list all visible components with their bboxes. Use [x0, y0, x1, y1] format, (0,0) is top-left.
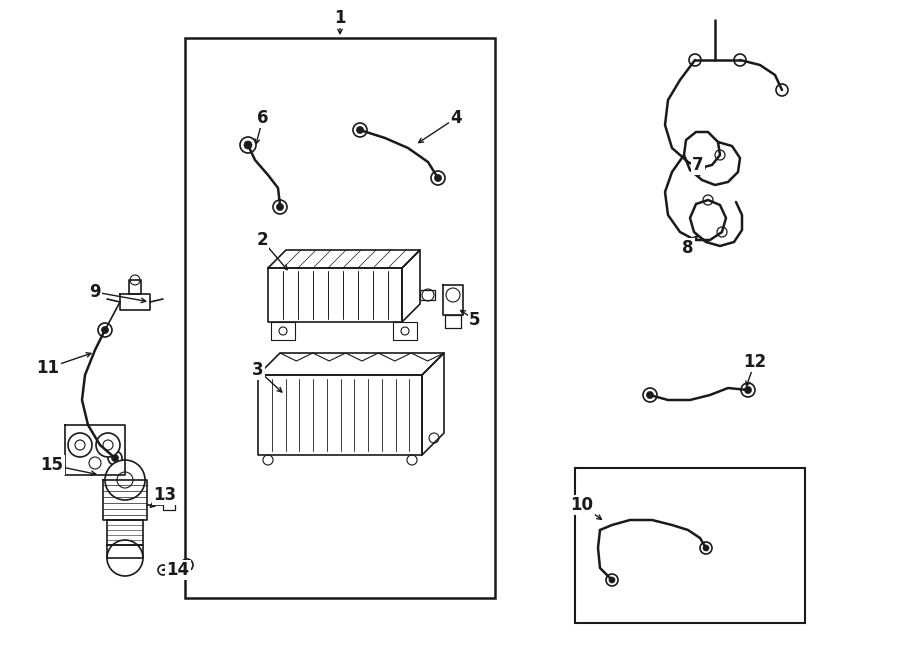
- Circle shape: [446, 288, 460, 302]
- Circle shape: [98, 323, 112, 337]
- Circle shape: [356, 126, 364, 134]
- Circle shape: [744, 387, 752, 393]
- Circle shape: [105, 460, 145, 500]
- Circle shape: [279, 327, 287, 335]
- Circle shape: [429, 433, 439, 443]
- Circle shape: [108, 451, 122, 465]
- Circle shape: [609, 577, 615, 583]
- Circle shape: [715, 150, 725, 160]
- Text: 12: 12: [743, 353, 767, 371]
- Circle shape: [700, 542, 712, 554]
- Circle shape: [102, 327, 109, 334]
- Circle shape: [103, 440, 113, 450]
- Circle shape: [703, 195, 713, 205]
- Circle shape: [273, 200, 287, 214]
- Text: 15: 15: [40, 456, 64, 474]
- Circle shape: [96, 433, 120, 457]
- Circle shape: [353, 123, 367, 137]
- Circle shape: [422, 289, 434, 301]
- Text: 5: 5: [469, 311, 481, 329]
- Bar: [185, 38, 495, 598]
- Circle shape: [703, 545, 709, 551]
- Circle shape: [401, 327, 409, 335]
- Circle shape: [117, 472, 133, 488]
- Text: 4: 4: [450, 109, 462, 127]
- Circle shape: [717, 227, 727, 237]
- Circle shape: [158, 565, 168, 575]
- Text: 10: 10: [571, 496, 593, 514]
- Circle shape: [689, 54, 701, 66]
- Text: 1: 1: [334, 9, 346, 27]
- Circle shape: [646, 391, 653, 399]
- Circle shape: [606, 574, 618, 586]
- Circle shape: [431, 171, 445, 185]
- Circle shape: [244, 141, 252, 149]
- Circle shape: [75, 440, 85, 450]
- Text: 14: 14: [166, 561, 190, 579]
- Text: 7: 7: [692, 156, 704, 174]
- Circle shape: [89, 457, 101, 469]
- Text: 6: 6: [257, 109, 269, 127]
- Circle shape: [181, 559, 193, 571]
- Circle shape: [130, 275, 140, 285]
- Circle shape: [263, 455, 273, 465]
- Text: 3: 3: [252, 361, 264, 379]
- Text: 8: 8: [682, 239, 694, 257]
- Text: 2: 2: [256, 231, 268, 249]
- Circle shape: [407, 455, 417, 465]
- Circle shape: [68, 433, 92, 457]
- Circle shape: [776, 84, 788, 96]
- Circle shape: [240, 137, 256, 153]
- Bar: [575, 468, 805, 623]
- Circle shape: [435, 175, 442, 182]
- Text: 13: 13: [153, 486, 176, 504]
- Text: 11: 11: [37, 359, 59, 377]
- Text: 9: 9: [89, 283, 101, 301]
- Circle shape: [112, 455, 119, 461]
- Circle shape: [734, 54, 746, 66]
- Circle shape: [643, 388, 657, 402]
- Circle shape: [695, 163, 705, 173]
- Circle shape: [107, 540, 143, 576]
- Circle shape: [276, 204, 284, 210]
- Circle shape: [741, 383, 755, 397]
